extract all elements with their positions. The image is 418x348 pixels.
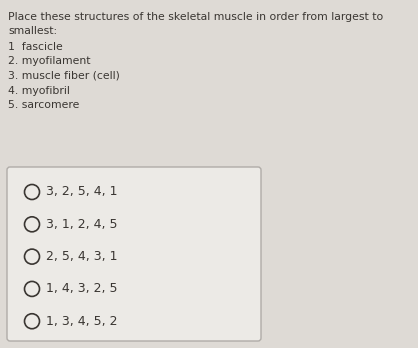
Text: 2, 5, 4, 3, 1: 2, 5, 4, 3, 1 xyxy=(46,250,117,263)
Text: Place these structures of the skeletal muscle in order from largest to: Place these structures of the skeletal m… xyxy=(8,12,383,22)
Text: smallest:: smallest: xyxy=(8,26,57,36)
Text: 3, 2, 5, 4, 1: 3, 2, 5, 4, 1 xyxy=(46,185,117,198)
Text: 1, 4, 3, 2, 5: 1, 4, 3, 2, 5 xyxy=(46,283,117,295)
Text: 1  fascicle: 1 fascicle xyxy=(8,42,63,52)
Circle shape xyxy=(25,314,39,329)
FancyBboxPatch shape xyxy=(7,167,261,341)
Text: 5. sarcomere: 5. sarcomere xyxy=(8,100,79,110)
Circle shape xyxy=(25,184,39,199)
Text: 3. muscle fiber (cell): 3. muscle fiber (cell) xyxy=(8,71,120,81)
Circle shape xyxy=(25,249,39,264)
Text: 2. myofilament: 2. myofilament xyxy=(8,56,91,66)
Circle shape xyxy=(25,282,39,296)
Text: 4. myofibril: 4. myofibril xyxy=(8,86,70,95)
Text: 3, 1, 2, 4, 5: 3, 1, 2, 4, 5 xyxy=(46,218,117,231)
Text: 1, 3, 4, 5, 2: 1, 3, 4, 5, 2 xyxy=(46,315,117,328)
Circle shape xyxy=(25,217,39,232)
